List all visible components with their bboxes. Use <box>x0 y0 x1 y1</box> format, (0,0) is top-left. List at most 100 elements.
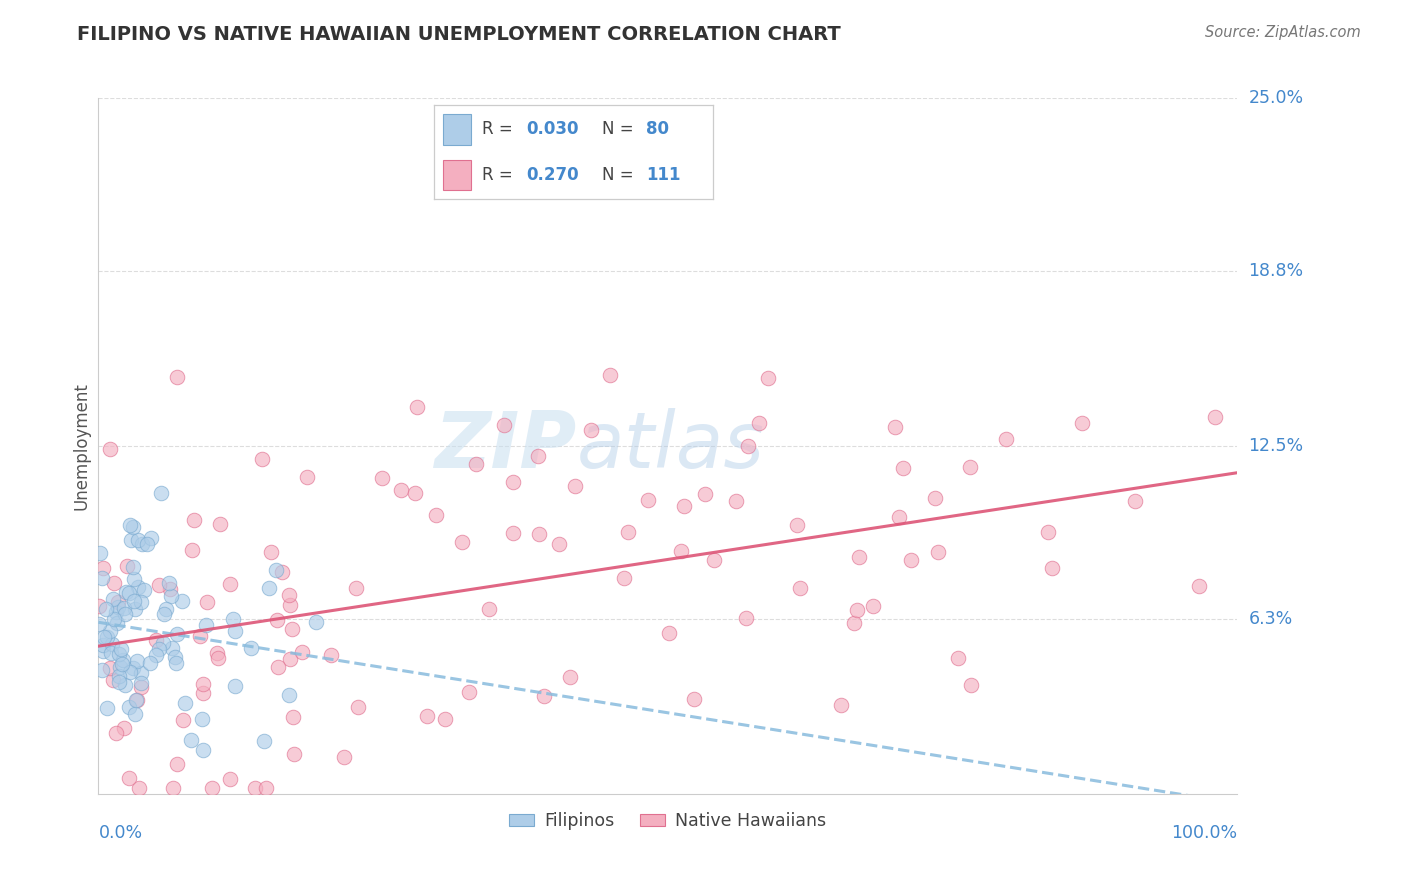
Point <box>548 537 571 551</box>
Point <box>103 612 125 626</box>
Point <box>173 696 195 710</box>
Point <box>533 690 555 704</box>
Point <box>166 369 188 384</box>
Point <box>786 518 808 533</box>
Point <box>673 500 696 514</box>
Point <box>172 714 194 728</box>
Point <box>494 417 516 432</box>
Point <box>347 699 370 714</box>
Point <box>100 442 122 456</box>
Point <box>253 734 276 748</box>
Point <box>194 618 217 632</box>
Point <box>108 647 131 661</box>
Text: 0.0%: 0.0% <box>98 824 142 842</box>
Point <box>118 665 141 679</box>
Point <box>451 534 474 549</box>
Point <box>125 654 148 668</box>
Point <box>579 423 602 437</box>
Point <box>959 460 981 475</box>
Point <box>159 582 181 596</box>
Point <box>222 612 245 626</box>
Point <box>502 525 524 540</box>
Point <box>250 451 273 466</box>
Point <box>145 648 167 663</box>
Point <box>121 661 143 675</box>
Point <box>89 546 111 560</box>
Text: 6.3%: 6.3% <box>1249 609 1292 628</box>
Point <box>153 607 176 621</box>
Point <box>404 486 426 500</box>
Point <box>613 571 636 585</box>
Point <box>564 479 586 493</box>
Point <box>105 605 128 619</box>
Point <box>114 585 136 599</box>
Point <box>617 524 640 539</box>
Point <box>122 560 145 574</box>
Point <box>599 368 621 383</box>
Point <box>127 693 149 707</box>
Point <box>425 508 447 523</box>
Text: FILIPINO VS NATIVE HAWAIIAN UNEMPLOYMENT CORRELATION CHART: FILIPINO VS NATIVE HAWAIIAN UNEMPLOYMENT… <box>77 25 841 44</box>
Point <box>207 651 229 665</box>
Point <box>124 572 146 586</box>
Point <box>264 563 287 577</box>
Point <box>257 581 280 595</box>
Point <box>558 670 581 684</box>
Point <box>139 531 162 545</box>
Point <box>830 698 852 712</box>
Point <box>101 637 124 651</box>
Point <box>209 517 232 532</box>
Point <box>165 657 187 671</box>
Point <box>191 677 214 691</box>
Point <box>124 706 146 721</box>
Point <box>118 700 141 714</box>
Point <box>527 450 550 464</box>
Point <box>162 781 184 796</box>
Point <box>118 586 141 600</box>
Point <box>181 542 204 557</box>
Point <box>112 601 135 615</box>
Point <box>87 617 110 632</box>
Point <box>254 781 277 796</box>
Point <box>93 630 115 644</box>
Point <box>117 558 139 573</box>
Point <box>844 615 866 630</box>
Point <box>1123 494 1146 508</box>
Point <box>127 580 149 594</box>
Point <box>150 486 173 500</box>
Point <box>658 626 681 640</box>
Point <box>271 565 294 579</box>
Point <box>278 651 301 665</box>
Point <box>160 641 183 656</box>
Point <box>191 712 214 726</box>
Text: 100.0%: 100.0% <box>1171 824 1237 842</box>
Text: ZIP: ZIP <box>434 408 576 484</box>
Point <box>129 595 152 609</box>
Point <box>527 527 550 541</box>
Point <box>389 483 412 497</box>
Point <box>683 692 706 706</box>
Point <box>129 676 152 690</box>
Point <box>283 747 305 762</box>
Point <box>96 701 118 715</box>
Point <box>458 684 481 698</box>
Point <box>465 458 488 472</box>
Point <box>1204 409 1226 424</box>
Point <box>165 650 187 665</box>
Point <box>148 641 170 656</box>
Point <box>693 486 716 500</box>
Point <box>118 771 141 785</box>
Point <box>98 624 121 638</box>
Point <box>112 653 135 667</box>
Text: atlas: atlas <box>576 408 765 484</box>
Point <box>927 545 949 559</box>
Point <box>224 679 246 693</box>
Point <box>166 627 188 641</box>
Point <box>737 439 759 453</box>
Point <box>862 599 884 613</box>
Point <box>191 686 214 700</box>
Point <box>321 648 343 662</box>
Point <box>111 657 134 671</box>
Point <box>129 680 152 694</box>
Point <box>848 549 870 564</box>
